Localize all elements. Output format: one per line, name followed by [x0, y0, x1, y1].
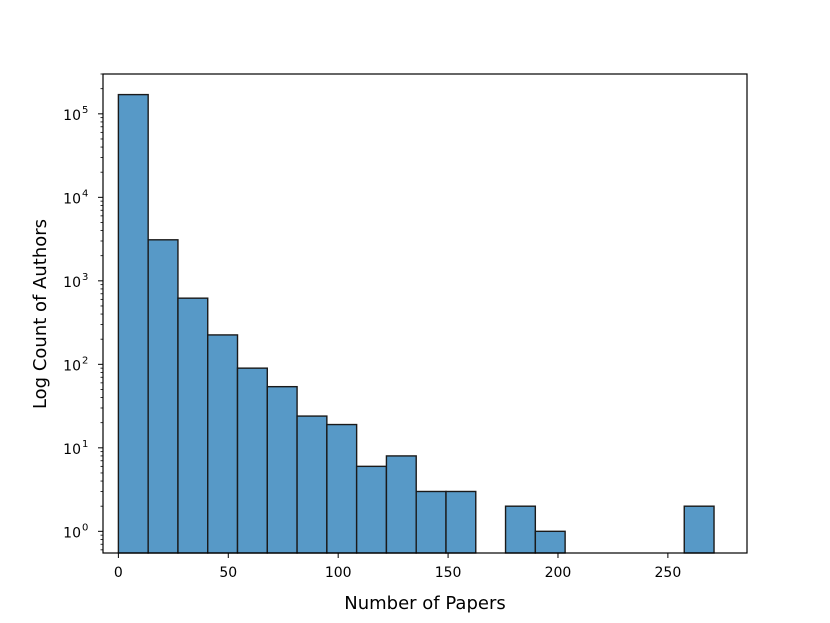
y-tick-label: 10	[63, 191, 81, 207]
y-axis-label: Log Count of Authors	[30, 219, 51, 409]
histogram-bar	[355, 465, 388, 554]
x-tick-label: 0	[114, 565, 123, 581]
bars-group	[117, 93, 715, 554]
histogram-bar	[385, 455, 417, 554]
x-tick-label: 50	[219, 565, 237, 581]
y-tick-exponent: 0	[82, 522, 88, 533]
y-tick-exponent: 2	[82, 355, 88, 366]
y-tick-exponent: 1	[82, 439, 88, 450]
y-tick-exponent: 3	[82, 272, 88, 283]
y-tick-exponent: 5	[82, 105, 88, 116]
y-tick-exponent: 4	[82, 188, 88, 199]
y-tick-label: 10	[63, 442, 81, 458]
histogram-bar	[326, 423, 358, 554]
histogram-bar	[117, 93, 149, 554]
histogram-bar	[534, 530, 566, 554]
x-tick-label: 100	[325, 565, 352, 581]
plot-frame	[102, 73, 748, 554]
histogram-bar	[207, 334, 239, 554]
histogram-bar	[266, 385, 298, 554]
histogram-bar	[504, 505, 537, 554]
x-tick-label: 200	[545, 565, 572, 581]
histogram-bar	[236, 367, 268, 554]
x-tick-label: 250	[655, 565, 682, 581]
y-tick-label: 10	[63, 275, 81, 291]
histogram-bar	[296, 415, 328, 554]
x-axis-label: Number of Papers	[344, 593, 505, 614]
y-tick-label: 10	[63, 525, 81, 541]
x-tick-label: 150	[435, 565, 462, 581]
histogram-bar	[683, 505, 715, 554]
histogram-bar	[147, 239, 179, 554]
histogram-bar	[415, 490, 447, 554]
x-axis-ticks: 0 50 100 150 200 250	[114, 553, 681, 581]
histogram-bar	[445, 490, 477, 554]
histogram-bar	[177, 297, 209, 554]
y-tick-label: 10	[63, 358, 81, 374]
y-tick-label: 10	[63, 108, 81, 124]
